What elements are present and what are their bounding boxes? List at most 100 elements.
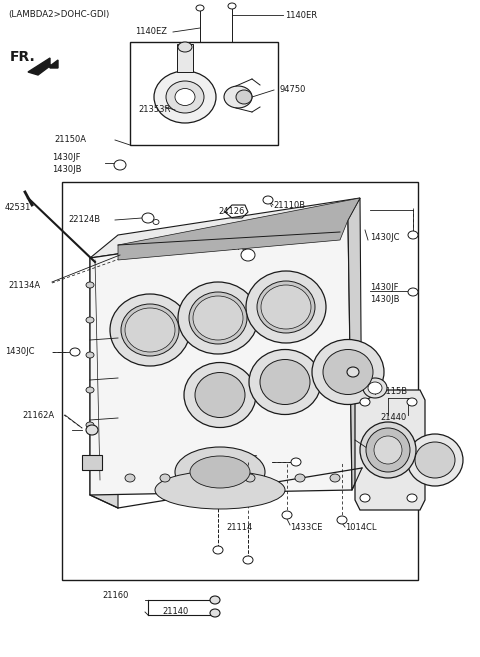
Ellipse shape <box>263 196 273 204</box>
Text: 1430JC: 1430JC <box>5 348 35 357</box>
Text: 42531: 42531 <box>5 202 31 212</box>
Text: 1430JF: 1430JF <box>370 284 398 292</box>
Ellipse shape <box>86 457 94 463</box>
Polygon shape <box>28 58 58 75</box>
Polygon shape <box>90 198 360 258</box>
Ellipse shape <box>260 359 310 405</box>
Text: 21162A: 21162A <box>22 411 54 420</box>
Ellipse shape <box>360 494 370 502</box>
Bar <box>177 44 193 72</box>
Text: 94750: 94750 <box>280 85 306 95</box>
Text: 21140: 21140 <box>162 608 188 616</box>
Text: 21114: 21114 <box>226 522 252 532</box>
Text: 1430JF: 1430JF <box>52 152 81 162</box>
Ellipse shape <box>86 387 94 393</box>
Text: 1430JB: 1430JB <box>52 164 82 173</box>
Ellipse shape <box>175 89 195 106</box>
Ellipse shape <box>142 213 154 223</box>
Text: 21353R: 21353R <box>138 106 170 114</box>
Ellipse shape <box>184 363 256 428</box>
Text: 1140EZ: 1140EZ <box>135 28 167 37</box>
Ellipse shape <box>363 378 387 398</box>
Ellipse shape <box>257 281 315 333</box>
Ellipse shape <box>166 81 204 113</box>
Text: 21114A: 21114A <box>186 499 218 507</box>
Ellipse shape <box>125 474 135 482</box>
Polygon shape <box>90 220 352 495</box>
Ellipse shape <box>243 556 253 564</box>
Ellipse shape <box>224 86 252 108</box>
Text: FR.: FR. <box>10 50 36 64</box>
Text: 21115B: 21115B <box>375 388 407 397</box>
Text: (LAMBDA2>DOHC-GDI): (LAMBDA2>DOHC-GDI) <box>8 10 109 19</box>
Ellipse shape <box>407 434 463 486</box>
Bar <box>62 182 418 580</box>
Ellipse shape <box>195 373 245 417</box>
Ellipse shape <box>368 382 382 394</box>
Ellipse shape <box>408 288 418 296</box>
Text: 21110B: 21110B <box>273 200 305 210</box>
Polygon shape <box>118 198 360 260</box>
Ellipse shape <box>86 425 98 435</box>
Bar <box>82 455 102 470</box>
Ellipse shape <box>193 296 243 340</box>
Ellipse shape <box>282 511 292 519</box>
Ellipse shape <box>408 231 418 239</box>
Ellipse shape <box>70 348 80 356</box>
Ellipse shape <box>261 285 311 329</box>
Ellipse shape <box>347 367 359 377</box>
Text: 1430JB: 1430JB <box>370 296 399 304</box>
Text: 1014CL: 1014CL <box>345 522 376 532</box>
Polygon shape <box>348 198 362 490</box>
Ellipse shape <box>210 596 220 604</box>
Ellipse shape <box>175 447 265 497</box>
Ellipse shape <box>178 282 258 354</box>
Text: 1430JC: 1430JC <box>370 233 399 242</box>
Polygon shape <box>90 245 118 508</box>
Ellipse shape <box>155 471 285 509</box>
Text: 1433CE: 1433CE <box>290 522 323 532</box>
Ellipse shape <box>86 317 94 323</box>
Ellipse shape <box>86 352 94 358</box>
Ellipse shape <box>366 428 410 472</box>
Ellipse shape <box>337 516 347 524</box>
Ellipse shape <box>312 340 384 405</box>
Ellipse shape <box>330 474 340 482</box>
Ellipse shape <box>153 219 159 225</box>
Text: 21443: 21443 <box>370 445 396 455</box>
Ellipse shape <box>210 609 220 617</box>
Ellipse shape <box>125 308 175 352</box>
Text: 24126: 24126 <box>218 206 244 215</box>
Text: 21117: 21117 <box>342 363 368 373</box>
Ellipse shape <box>360 422 416 478</box>
Text: 21160: 21160 <box>102 591 128 600</box>
Ellipse shape <box>241 249 255 261</box>
Ellipse shape <box>374 436 402 464</box>
Ellipse shape <box>295 474 305 482</box>
Text: 21440: 21440 <box>380 413 406 422</box>
Ellipse shape <box>189 292 247 344</box>
Ellipse shape <box>110 294 190 366</box>
Ellipse shape <box>407 494 417 502</box>
Text: 21150A: 21150A <box>54 135 86 145</box>
Ellipse shape <box>323 350 373 394</box>
Ellipse shape <box>415 442 455 478</box>
Ellipse shape <box>114 160 126 170</box>
Text: 1571TC: 1571TC <box>215 244 247 252</box>
Ellipse shape <box>121 304 179 356</box>
Ellipse shape <box>407 398 417 406</box>
Ellipse shape <box>160 474 170 482</box>
Ellipse shape <box>190 456 250 488</box>
Text: 22124B: 22124B <box>68 215 100 225</box>
Ellipse shape <box>291 458 301 466</box>
Ellipse shape <box>249 350 321 415</box>
Ellipse shape <box>178 42 192 52</box>
Ellipse shape <box>236 90 252 104</box>
Polygon shape <box>355 390 425 510</box>
Ellipse shape <box>196 5 204 11</box>
Ellipse shape <box>154 71 216 123</box>
Ellipse shape <box>86 282 94 288</box>
Ellipse shape <box>195 474 205 482</box>
Text: 1140ER: 1140ER <box>285 11 317 20</box>
Ellipse shape <box>246 271 326 343</box>
